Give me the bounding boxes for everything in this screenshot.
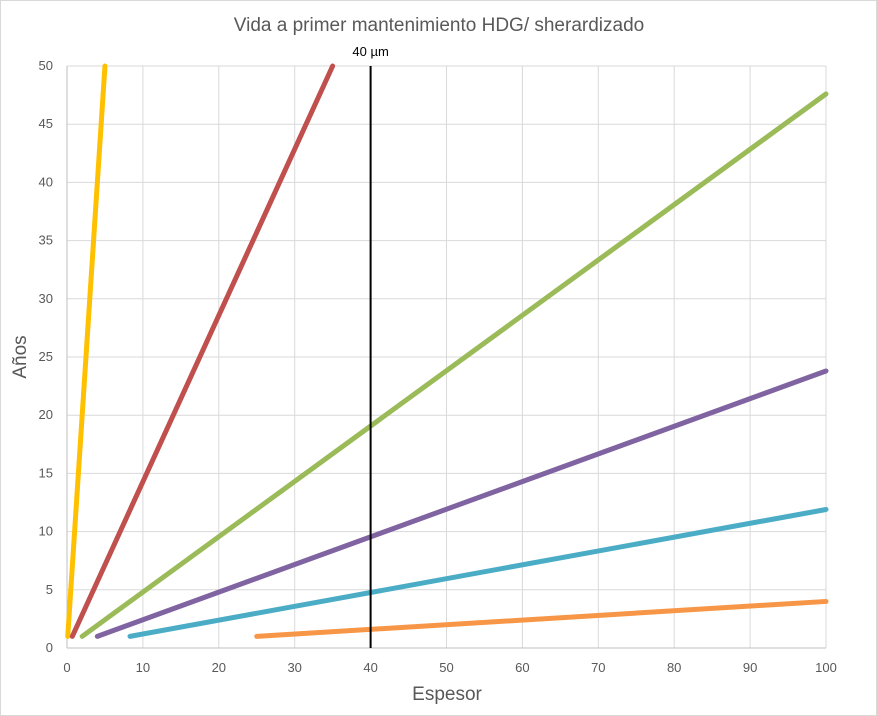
- reference-line-group: 40 µm: [352, 44, 389, 648]
- x-tick-label: 20: [212, 660, 226, 675]
- x-tick-label: 40: [363, 660, 377, 675]
- x-tick-label: 10: [136, 660, 150, 675]
- x-tick-label: 50: [439, 660, 453, 675]
- y-tick-label: 40: [39, 174, 53, 189]
- y-tick-label: 45: [39, 116, 53, 131]
- x-tick-label: 100: [815, 660, 837, 675]
- y-tick-label: 25: [39, 349, 53, 364]
- x-tick-label: 0: [63, 660, 70, 675]
- x-tick-label: 70: [591, 660, 605, 675]
- x-tick-label: 60: [515, 660, 529, 675]
- series-line-4: [94, 368, 829, 639]
- x-tick-label: 80: [667, 660, 681, 675]
- series-line-6: [254, 598, 829, 639]
- y-tick-label: 50: [39, 58, 53, 73]
- y-tick-label: 15: [39, 465, 53, 480]
- y-tick-label: 20: [39, 407, 53, 422]
- y-tick-label: 35: [39, 233, 53, 248]
- series-line-3: [79, 91, 829, 639]
- y-tick-label: 10: [39, 524, 53, 539]
- y-tick-label: 5: [46, 582, 53, 597]
- grid: [66, 65, 827, 649]
- y-tick-label: 30: [39, 291, 53, 306]
- series-line-5: [127, 506, 829, 639]
- reference-line-label: 40 µm: [352, 44, 388, 59]
- y-axis-title: Años: [10, 335, 31, 378]
- y-tick-label: 0: [46, 640, 53, 655]
- series-line-1: [65, 63, 108, 639]
- series-lines: [65, 63, 829, 639]
- x-tick-label: 90: [743, 660, 757, 675]
- x-axis-title: Espesor: [412, 684, 482, 705]
- series-line-2: [69, 63, 336, 639]
- axes: 0 10 20 30 40 50 60 70 80 90 100 0 5 10 15 20 25 30 35 40 45…: [39, 58, 837, 675]
- x-tick-label: 30: [287, 660, 301, 675]
- chart-title: Vida a primer mantenimiento HDG/ sherard…: [234, 15, 644, 36]
